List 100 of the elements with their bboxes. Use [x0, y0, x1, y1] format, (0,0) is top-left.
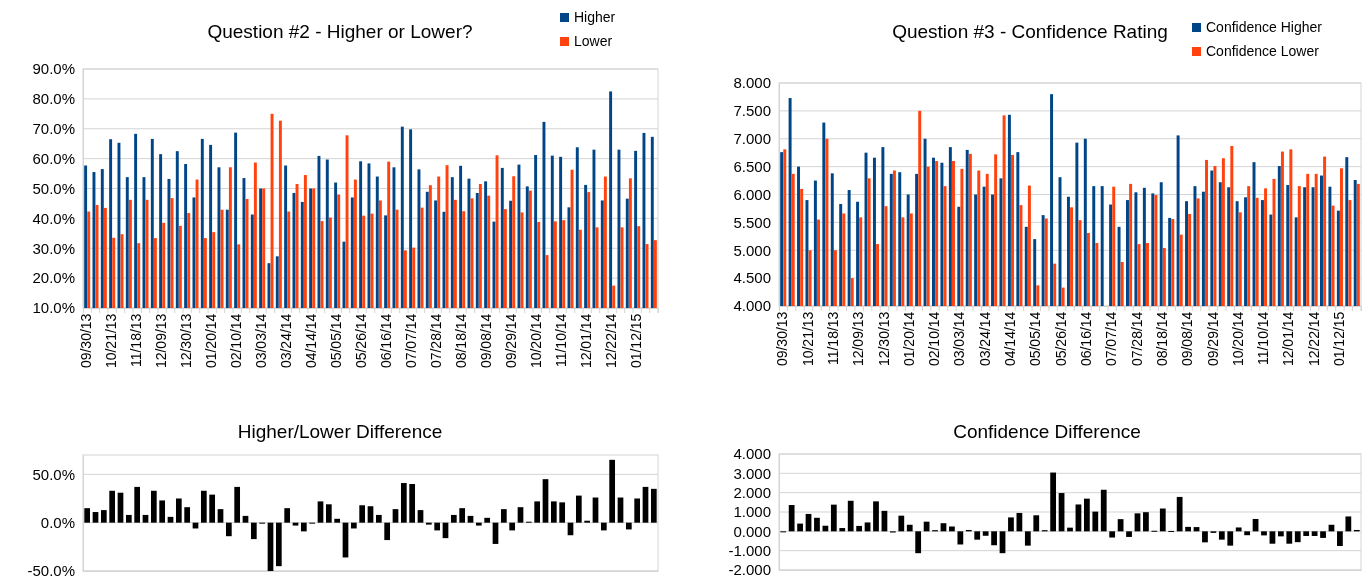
x-tick-label: 02/10/14 [228, 313, 245, 369]
bar [1008, 517, 1014, 532]
x-tick-label: 11/18/13 [128, 313, 145, 368]
x-tick-label: 03/03/14 [253, 313, 270, 369]
bar [350, 522, 357, 529]
bar [1033, 515, 1040, 532]
bar [1261, 531, 1267, 536]
bar [359, 505, 366, 523]
bar [217, 509, 224, 523]
x-tick-label: 01/12/15 [628, 313, 645, 369]
bar [600, 522, 607, 531]
y-tick-label: 70.0% [32, 120, 75, 138]
bar [509, 522, 516, 531]
y-tick-label: 50.0% [32, 179, 75, 197]
y-tick-label: 6.500 [733, 157, 771, 175]
bar [250, 522, 257, 540]
x-tick-label: 08/18/14 [453, 313, 470, 369]
x-tick-label: 12/30/13 [178, 313, 195, 369]
x-tick-label: 05/05/14 [1027, 311, 1044, 367]
x-tick-label: 03/24/14 [278, 313, 295, 369]
bar [1277, 531, 1284, 537]
x-tick-label: 12/09/13 [850, 311, 867, 367]
bar [1176, 496, 1183, 532]
bar [1294, 531, 1301, 543]
bar [847, 500, 854, 532]
bar [92, 512, 99, 523]
chart-title: Question #2 - Higher or Lower? [207, 21, 473, 42]
y-tick-label: 4.500 [733, 269, 771, 287]
x-tick-label: 05/26/14 [353, 313, 370, 369]
bar [300, 522, 307, 532]
bar [856, 525, 863, 532]
bar [625, 522, 632, 530]
chart-title: Higher/Lower Difference [237, 421, 443, 442]
bar [1227, 531, 1234, 546]
bar [797, 523, 803, 532]
y-tick-label: 5.500 [733, 213, 771, 231]
bar [200, 490, 207, 523]
y-tick-label: 1.000 [733, 503, 771, 521]
bar [1269, 531, 1276, 544]
chart-title: Confidence Difference [953, 421, 1141, 442]
bar [1109, 531, 1116, 538]
x-tick-label: 10/20/14 [1229, 311, 1246, 367]
bar [1235, 527, 1242, 532]
bar [150, 490, 157, 523]
bar [1202, 531, 1208, 543]
bar [325, 504, 332, 523]
x-tick-label: 02/10/14 [926, 311, 943, 367]
bar [175, 498, 182, 523]
bar [167, 516, 174, 523]
x-tick-label: 01/12/15 [1331, 311, 1348, 367]
bar [1311, 531, 1318, 536]
x-tick-label: 07/28/14 [1128, 311, 1145, 367]
bar [1185, 526, 1191, 532]
bar [1244, 531, 1251, 536]
x-tick-label: 04/14/14 [303, 313, 320, 369]
legend-label: Confidence Lower [1206, 43, 1320, 59]
y-tick-label: 40.0% [32, 209, 75, 227]
bar [484, 517, 491, 523]
y-tick-label: -50.0% [27, 562, 75, 577]
bar [367, 506, 374, 523]
x-tick-label: 03/03/14 [951, 311, 968, 367]
legend-label: Lower [574, 33, 613, 49]
bar [242, 515, 249, 523]
bar [1126, 531, 1132, 537]
x-tick-label: 09/30/13 [774, 311, 791, 367]
bar [225, 522, 232, 537]
y-tick-label: -1.000 [728, 541, 771, 559]
y-tick-label: 30.0% [32, 239, 75, 257]
bar [534, 501, 541, 523]
bar [957, 531, 964, 545]
bar [1337, 531, 1343, 547]
x-tick-label: 04/14/14 [1002, 311, 1019, 367]
bar [1100, 489, 1107, 532]
bar [409, 484, 416, 523]
bar [234, 486, 241, 523]
bar [915, 531, 922, 554]
bar [991, 531, 997, 546]
bar [184, 507, 191, 523]
bar [317, 501, 324, 523]
y-tick-label: 90.0% [32, 60, 75, 78]
bar [1218, 531, 1225, 540]
bar [417, 510, 424, 523]
x-tick-label: 09/08/14 [1179, 311, 1196, 367]
legend-label: Confidence Higher [1206, 19, 1323, 35]
bar [134, 486, 141, 523]
bar [1320, 531, 1326, 538]
bar [84, 508, 91, 523]
bar [906, 524, 913, 532]
bar [1092, 511, 1099, 532]
bar [517, 507, 524, 523]
bar [830, 504, 837, 532]
x-tick-label: 12/30/13 [875, 311, 892, 367]
y-tick-label: 3.000 [733, 464, 771, 482]
bar [467, 515, 474, 523]
x-tick-label: 08/18/14 [1153, 311, 1170, 367]
y-tick-label: 20.0% [32, 269, 75, 287]
y-tick-label: 8.000 [733, 74, 771, 92]
bar [384, 522, 391, 541]
x-tick-label: 12/01/14 [578, 313, 595, 369]
x-tick-label: 05/26/14 [1052, 311, 1069, 367]
